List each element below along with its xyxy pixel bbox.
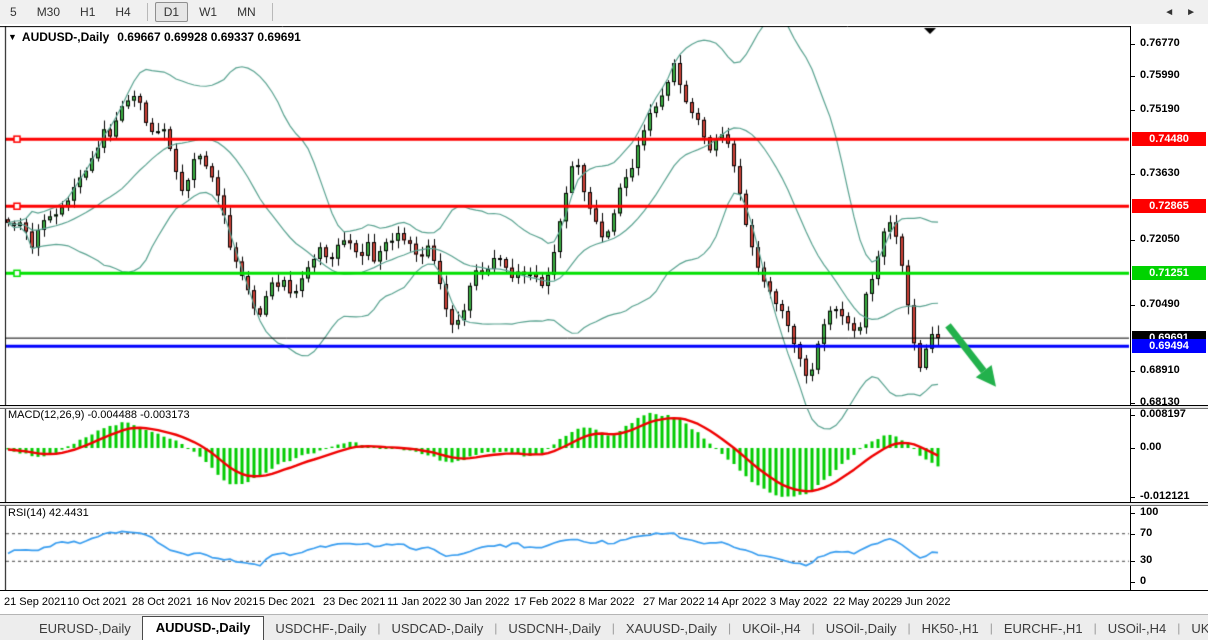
tab-ukoil-h4[interactable]: UKOil-,H4: [1191, 621, 1208, 636]
rsi-indicator-label: RSI(14) 42.4431: [8, 507, 89, 519]
date-label: 10 Oct 2021: [67, 596, 127, 608]
rsi-pane-divider: [0, 502, 1208, 506]
axis-tick-mark: [1131, 496, 1135, 498]
axis-tick-mark: [1131, 76, 1135, 78]
time-axis-divider: [0, 590, 1208, 591]
tab-ukoil-h4[interactable]: UKOil-,H4: [742, 621, 801, 636]
tab-separator: |: [494, 621, 498, 635]
date-label: 16 Nov 2021: [196, 596, 259, 608]
tab-eurusd-daily[interactable]: EURUSD-,Daily: [39, 621, 131, 636]
tab-separator: |: [611, 621, 615, 635]
tab-usoil-h4[interactable]: USOil-,H4: [1107, 621, 1167, 636]
date-label: 11 Jan 2022: [387, 596, 447, 608]
axis-tick-mark: [1131, 513, 1135, 514]
price-badge-0.69494: 0.69494: [1132, 339, 1206, 354]
tab-separator: |: [811, 621, 815, 635]
chart-symbol-label: AUDUSD-,Daily: [21, 30, 110, 44]
date-label: 30 Jan 2022: [449, 596, 510, 608]
price-badge-0.74480: 0.74480: [1132, 132, 1206, 147]
date-label: 27 Mar 2022: [643, 596, 705, 608]
tab-separator: |: [907, 621, 911, 635]
tab-usdcad-daily[interactable]: USDCAD-,Daily: [391, 621, 484, 636]
axis-tick-mark: [1131, 403, 1135, 404]
date-label: 23 Dec 2021: [323, 596, 386, 608]
date-label: 21 Sep 2021: [4, 596, 67, 608]
date-label: 5 Dec 2021: [259, 596, 316, 608]
tab-separator: |: [1093, 621, 1097, 635]
chart-title: ▼ AUDUSD-,Daily 0.69667 0.69928 0.69337 0.…: [8, 30, 301, 44]
axis-tick-mark: [1131, 448, 1135, 449]
price-tick-label: 0.73630: [1140, 167, 1180, 180]
tab-scroll-left-icon[interactable]: ◄: [1164, 7, 1175, 18]
axis-tick-mark: [1131, 370, 1135, 372]
date-label: 22 May 2022: [833, 596, 897, 608]
tab-usdcnh-daily[interactable]: USDCNH-,Daily: [508, 621, 601, 636]
date-label: 17 Feb 2022: [514, 596, 576, 608]
tab-usoil-daily[interactable]: USOil-,Daily: [825, 621, 897, 636]
macd-tick-label: 0.008197: [1140, 408, 1186, 420]
tab-scroll-right-icon[interactable]: ►: [1186, 7, 1196, 18]
timeframe-button-h1[interactable]: H1: [80, 5, 96, 19]
chart-tab-bar: EURUSD-,Daily AUDUSD-,Daily USDCHF-,Daily |…: [0, 614, 1208, 640]
price-badge-0.72865: 0.72865: [1132, 199, 1206, 214]
ohlc-values: 0.69667 0.69928 0.69337 0.69691: [117, 30, 301, 44]
tab-audusd-daily[interactable]: AUDUSD-,Daily: [141, 616, 265, 640]
date-label: 28 Oct 2021: [132, 596, 192, 608]
price-tick-label: 0.70490: [1140, 297, 1180, 310]
axis-tick-mark: [1131, 415, 1135, 416]
rsi-tick-label: 0: [1140, 575, 1147, 587]
tab-usdchf-daily[interactable]: USDCHF-,Daily: [275, 621, 367, 636]
axis-tick-mark: [1131, 561, 1135, 563]
timeframe-button-5[interactable]: 5: [10, 5, 17, 19]
timeframe-button-w1[interactable]: W1: [199, 5, 218, 19]
tab-eurchf-h1[interactable]: EURCHF-,H1: [1003, 621, 1083, 636]
tab-separator: |: [989, 621, 993, 635]
axis-tick-mark: [1131, 582, 1135, 583]
price-tick-label: 0.75990: [1140, 69, 1180, 82]
axis-tick-mark: [1131, 44, 1135, 45]
timeframe-button-d1[interactable]: D1: [154, 2, 189, 22]
tab-scroll-arrows: ◄ ►: [1158, 7, 1202, 18]
date-label: 8 Mar 2022: [579, 596, 635, 608]
tab-separator: |: [377, 621, 381, 635]
symbol-dropdown-icon: ▼: [8, 32, 17, 42]
axis-tick-mark: [1131, 533, 1135, 535]
date-label: 9 Jun 2022: [896, 596, 951, 608]
time-axis: 21 Sep 2021 10 Oct 2021 28 Oct 2021 16 Nov …: [0, 592, 1208, 614]
chart-canvas[interactable]: [0, 26, 1130, 590]
axis-tick-mark: [1131, 240, 1135, 242]
macd-pane-divider: [0, 405, 1208, 409]
price-tick-label: 0.75190: [1140, 102, 1180, 115]
chart-window: ▼ AUDUSD-,Daily 0.69667 0.69928 0.69337 0.…: [0, 24, 1208, 614]
timeframe-button-mn[interactable]: MN: [237, 5, 256, 19]
tab-xauusd-daily[interactable]: XAUUSD-,Daily: [625, 621, 717, 636]
toolbar-separator: [271, 3, 273, 21]
rsi-tick-label: 30: [1140, 554, 1153, 567]
date-label: 14 Apr 2022: [707, 596, 767, 608]
tab-hk50-h1[interactable]: HK50-,H1: [921, 621, 979, 636]
price-tick-label: 0.76770: [1140, 37, 1180, 49]
macd-tick-label: 0.00: [1140, 441, 1162, 453]
toolbar-separator: [146, 3, 148, 21]
timeframe-button-m30[interactable]: M30: [36, 5, 61, 19]
rsi-tick-label: 70: [1140, 526, 1153, 539]
axis-tick-mark: [1131, 109, 1135, 111]
price-tick-label: 0.68910: [1140, 363, 1180, 376]
axis-tick-mark: [1131, 174, 1135, 176]
price-tick-label: 0.72050: [1140, 233, 1180, 246]
axis-tick-mark: [1131, 304, 1135, 306]
tab-separator: |: [1177, 621, 1181, 635]
rsi-tick-label: 100: [1140, 506, 1159, 518]
macd-indicator-label: MACD(12,26,9) -0.004488 -0.003173: [8, 409, 190, 421]
tab-separator: |: [727, 621, 732, 635]
date-label: 3 May 2022: [770, 596, 828, 608]
price-badge-0.71251: 0.71251: [1132, 266, 1206, 281]
macd-tick-label: -0.012121: [1140, 489, 1190, 502]
timeframe-button-h4[interactable]: H4: [115, 5, 131, 19]
timeframe-toolbar: 5 M30 H1 H4 D1 W1 MN: [0, 0, 1208, 25]
